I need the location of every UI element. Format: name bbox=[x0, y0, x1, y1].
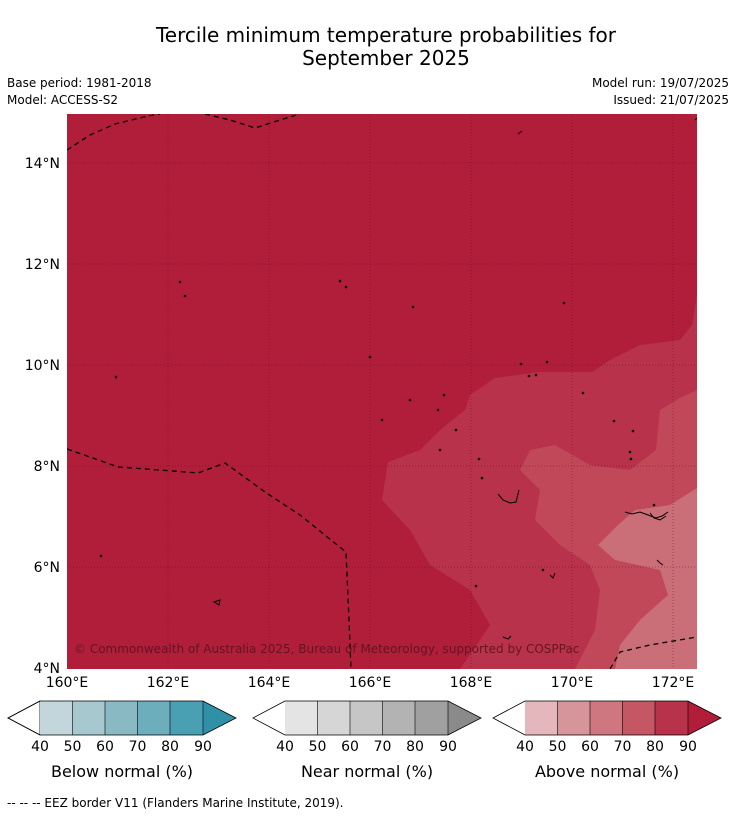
colorbar-near-normal: 40 50 60 70 80 90 bbox=[252, 700, 482, 755]
colorbar-tick: 90 bbox=[194, 739, 212, 755]
above-normal-label: Above normal (%) bbox=[534, 762, 680, 781]
colorbar-swatch bbox=[525, 701, 558, 735]
colorbar-swatch bbox=[137, 701, 170, 735]
model-run-text: Model run: 19/07/2025 bbox=[591, 76, 729, 90]
colorbar-tick: 80 bbox=[161, 739, 179, 755]
colorbar-swatch bbox=[557, 701, 590, 735]
chart-title-line-1: Tercile minimum temperature probabilitie… bbox=[155, 23, 617, 47]
issued-date-text: Issued: 21/07/2025 bbox=[613, 93, 729, 107]
colorbar-tick: 90 bbox=[439, 739, 457, 755]
colorbar-swatch bbox=[655, 701, 688, 735]
colorbar-tick: 50 bbox=[309, 739, 327, 755]
colorbar-swatch bbox=[170, 701, 203, 735]
colorbar-tick: 60 bbox=[96, 739, 114, 755]
x-tick-label: 166°E bbox=[349, 675, 392, 691]
x-axis-ticks: 160°E 162°E 164°E 166°E 168°E 170°E 172°… bbox=[46, 675, 695, 691]
colorbar-extend-high bbox=[688, 701, 721, 735]
probability-zone-70 bbox=[520, 390, 697, 669]
map-gridlines bbox=[67, 114, 697, 669]
eez-footnote: -- -- -- EEZ border V11 (Flanders Marine… bbox=[7, 796, 344, 810]
below-normal-label: Below normal (%) bbox=[50, 762, 194, 781]
colorbar-swatch bbox=[40, 701, 73, 735]
map-panel: © Commonwealth of Australia 2025, Bureau… bbox=[67, 114, 697, 669]
colorbar-swatch bbox=[105, 701, 138, 735]
colorbar-tick: 80 bbox=[406, 739, 424, 755]
x-tick-label: 172°E bbox=[652, 675, 695, 691]
y-tick-label: 8°N bbox=[34, 459, 60, 475]
y-tick-label: 10°N bbox=[25, 358, 60, 374]
colorbar-swatch bbox=[285, 701, 318, 735]
colorbar-tick: 50 bbox=[64, 739, 82, 755]
colorbar-tick: 70 bbox=[129, 739, 147, 755]
base-period-text: Base period: 1981-2018 bbox=[7, 76, 152, 90]
colorbar-swatch bbox=[72, 701, 105, 735]
island-outlines bbox=[99, 117, 697, 640]
colorbar-extend-low bbox=[493, 701, 525, 735]
colorbar-tick: 60 bbox=[341, 739, 359, 755]
colorbar-extend-high bbox=[448, 701, 481, 735]
colorbar-tick: 40 bbox=[516, 739, 534, 755]
colorbar-above-normal: 40 50 60 70 80 90 bbox=[492, 700, 722, 755]
chart-title-line-2: September 2025 bbox=[302, 46, 470, 70]
colorbar-swatch bbox=[382, 701, 415, 735]
colorbar-swatch bbox=[350, 701, 383, 735]
x-tick-label: 160°E bbox=[46, 675, 89, 691]
y-tick-label: 12°N bbox=[25, 257, 60, 273]
copyright-text: © Commonwealth of Australia 2025, Bureau… bbox=[74, 642, 579, 656]
y-tick-label: 14°N bbox=[25, 156, 60, 172]
colorbar-extend-high bbox=[203, 701, 236, 735]
y-tick-label: 6°N bbox=[34, 560, 60, 576]
colorbar-swatch bbox=[415, 701, 448, 735]
colorbar-swatch bbox=[622, 701, 655, 735]
x-tick-label: 164°E bbox=[248, 675, 291, 691]
x-tick-label: 162°E bbox=[147, 675, 190, 691]
eez-border-lines bbox=[67, 114, 697, 669]
colorbar-tick: 70 bbox=[374, 739, 392, 755]
colorbar-tick: 40 bbox=[276, 739, 294, 755]
x-tick-label: 168°E bbox=[450, 675, 493, 691]
colorbar-tick: 50 bbox=[549, 739, 567, 755]
colorbar-tick: 90 bbox=[679, 739, 697, 755]
colorbar-tick: 40 bbox=[31, 739, 49, 755]
colorbar-extend-low bbox=[7, 700, 41, 736]
y-tick-label: 4°N bbox=[34, 661, 60, 677]
colorbar-swatch bbox=[317, 701, 350, 735]
near-normal-label: Near normal (%) bbox=[300, 762, 434, 781]
colorbar-below-normal: 40 50 60 70 80 90 bbox=[7, 700, 237, 755]
colorbar-extend-low bbox=[253, 701, 285, 735]
colorbar-tick: 60 bbox=[581, 739, 599, 755]
colorbar-tick: 70 bbox=[614, 739, 632, 755]
colorbar-tick: 80 bbox=[646, 739, 664, 755]
y-axis-ticks: 14°N 12°N 10°N 8°N 6°N 4°N bbox=[25, 156, 60, 677]
model-name-text: Model: ACCESS-S2 bbox=[7, 93, 119, 107]
x-tick-label: 170°E bbox=[551, 675, 594, 691]
colorbar-swatch bbox=[590, 701, 623, 735]
probability-zone-60 bbox=[598, 488, 697, 669]
